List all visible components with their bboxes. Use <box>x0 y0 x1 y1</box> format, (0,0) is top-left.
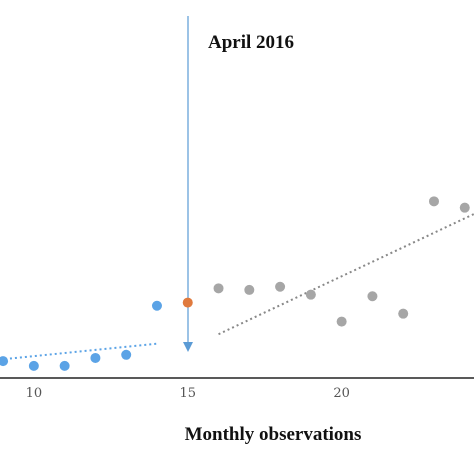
data-point <box>28 360 39 371</box>
data-point <box>151 300 162 311</box>
data-point <box>336 316 347 327</box>
data-point <box>367 291 378 302</box>
x-tick-labels: 10 15 20 <box>26 386 350 401</box>
x-tick-label: 20 <box>333 386 350 401</box>
data-point <box>0 356 9 367</box>
data-point <box>59 360 70 371</box>
data-point <box>428 196 439 207</box>
data-point <box>90 352 101 363</box>
x-tick-label: 15 <box>179 386 196 401</box>
data-point <box>459 202 470 213</box>
trendline-1 <box>0 342 158 361</box>
data-point <box>305 289 316 300</box>
x-tick-label: 10 <box>26 386 43 401</box>
x-axis-label: Monthly observations <box>185 424 362 445</box>
data-point <box>182 297 193 308</box>
data-point <box>213 283 224 294</box>
trendline-2 <box>218 213 474 336</box>
data-points <box>0 196 470 371</box>
data-point <box>121 349 132 360</box>
data-point <box>275 281 286 292</box>
intervention-label: April 2016 <box>208 32 294 53</box>
trendlines <box>0 213 474 361</box>
data-point <box>398 308 409 319</box>
data-point <box>244 284 255 295</box>
intervention-arrowhead <box>183 342 193 352</box>
